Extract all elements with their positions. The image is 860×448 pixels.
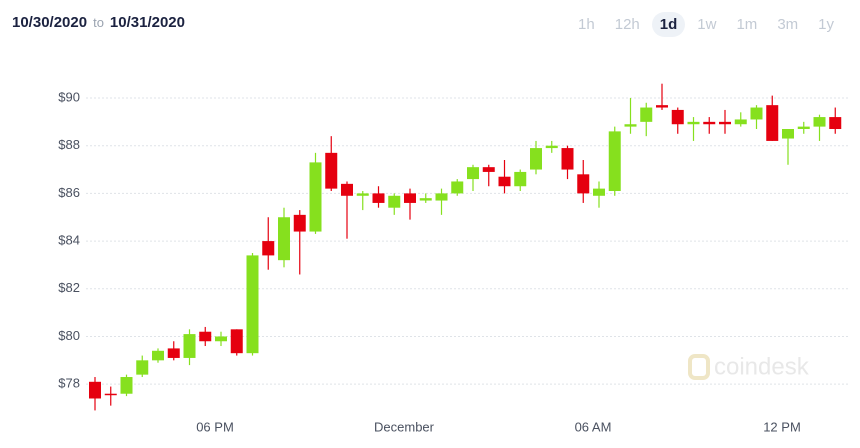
candle-body bbox=[545, 145, 558, 149]
y-tick-label: $80 bbox=[58, 328, 80, 343]
candle-body bbox=[435, 193, 448, 201]
y-tick-label: $88 bbox=[58, 137, 80, 152]
candle-body bbox=[640, 107, 653, 122]
candle-body bbox=[309, 162, 322, 232]
range-button[interactable]: 1w bbox=[697, 16, 717, 33]
watermark-text: coindesk bbox=[714, 353, 810, 380]
candle-body bbox=[356, 193, 369, 196]
watermark-icon bbox=[688, 354, 710, 380]
y-tick-label: $86 bbox=[58, 185, 80, 200]
date-to[interactable]: 10/31/2020 bbox=[109, 14, 185, 31]
candle-body bbox=[152, 350, 164, 361]
candle-body bbox=[167, 348, 180, 358]
candle-body bbox=[467, 167, 479, 180]
candle-body bbox=[671, 109, 684, 125]
candle-body bbox=[278, 217, 290, 261]
candle-body bbox=[656, 105, 668, 108]
range-button[interactable]: 1h bbox=[578, 16, 595, 33]
candle-body bbox=[419, 198, 432, 201]
y-tick-label: $78 bbox=[58, 376, 80, 391]
candle-body bbox=[451, 181, 464, 194]
candle-body bbox=[829, 117, 842, 130]
candle-body bbox=[498, 176, 511, 187]
candle-body bbox=[262, 241, 275, 256]
candle-body bbox=[608, 131, 621, 192]
y-tick-label: $82 bbox=[58, 280, 80, 295]
candle-body bbox=[577, 174, 590, 194]
candle-body bbox=[734, 119, 747, 125]
candle-body bbox=[89, 381, 101, 399]
y-tick-label: $90 bbox=[58, 89, 80, 104]
candle-body bbox=[104, 393, 117, 396]
range-button[interactable]: 1d bbox=[651, 12, 686, 37]
candle-body bbox=[388, 195, 401, 208]
candle-body bbox=[372, 193, 385, 203]
candle-body bbox=[766, 105, 779, 141]
candle-body bbox=[482, 167, 495, 172]
candle-body bbox=[593, 188, 605, 196]
watermark: coindesk bbox=[688, 353, 810, 380]
candle-body bbox=[341, 183, 353, 196]
date-from[interactable]: 10/30/2020 bbox=[12, 14, 88, 31]
range-button[interactable]: 1y bbox=[818, 16, 834, 33]
range-buttons: 1h 12h 1d 1w 1m 3m 1y bbox=[570, 12, 842, 37]
candle-body bbox=[719, 121, 731, 125]
candle-body bbox=[404, 193, 416, 203]
x-tick-label: 06 PM bbox=[196, 419, 234, 434]
candle-body bbox=[230, 329, 243, 354]
candle-body bbox=[561, 148, 574, 170]
candle-body bbox=[215, 336, 227, 342]
candle-body bbox=[703, 121, 716, 125]
candle-body bbox=[514, 171, 527, 187]
candle-body bbox=[325, 152, 338, 189]
candle-body bbox=[183, 334, 196, 358]
range-button[interactable]: 3m bbox=[777, 16, 799, 33]
y-tick-label: $84 bbox=[58, 233, 80, 248]
candle-body bbox=[530, 148, 542, 170]
date-separator: to bbox=[93, 15, 104, 30]
candle-body bbox=[782, 129, 794, 139]
candle-body bbox=[797, 126, 810, 130]
candle-body bbox=[687, 121, 700, 125]
x-tick-label: December bbox=[374, 419, 435, 434]
date-range: 10/30/2020 to 10/31/2020 bbox=[12, 14, 185, 31]
candle-body bbox=[246, 255, 259, 354]
candle-body bbox=[293, 214, 306, 232]
candle-body bbox=[624, 124, 637, 127]
range-button[interactable]: 12h bbox=[614, 16, 640, 33]
x-tick-label: 12 PM bbox=[763, 419, 801, 434]
candle-body bbox=[199, 331, 212, 342]
range-button[interactable]: 1m bbox=[736, 16, 758, 33]
candle-body bbox=[120, 377, 133, 394]
x-tick-label: 06 AM bbox=[575, 419, 612, 434]
candle-body bbox=[750, 107, 763, 120]
candle-body bbox=[136, 360, 149, 375]
candle-body bbox=[813, 117, 826, 127]
